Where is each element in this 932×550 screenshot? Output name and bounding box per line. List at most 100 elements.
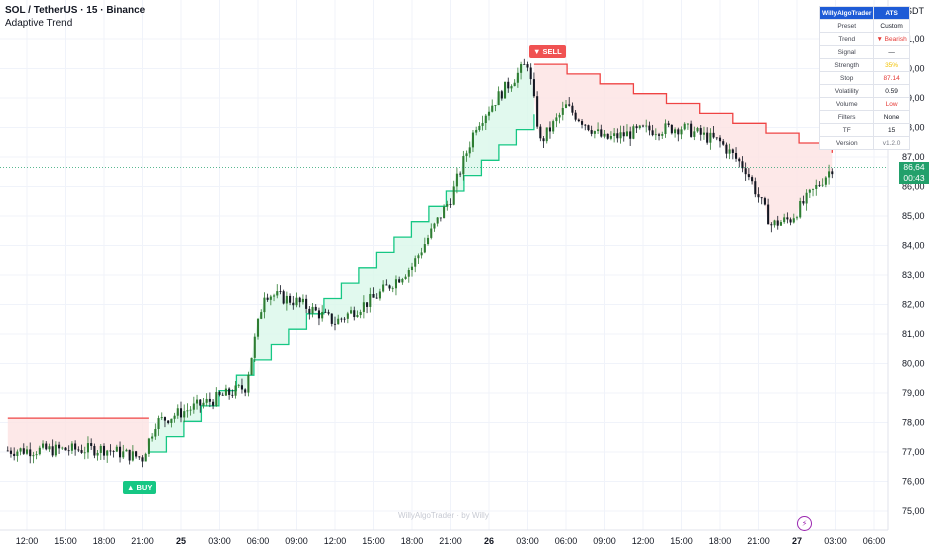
candle-body [272, 295, 276, 297]
candle-body [195, 399, 199, 404]
candle-body [404, 276, 407, 279]
candle-body [536, 96, 539, 127]
candle-body [545, 127, 548, 142]
symbol-title[interactable]: SOL / TetherUS · 15 · Binance [5, 5, 146, 16]
candle-body [613, 133, 616, 137]
x-tick-label: 12:00 [324, 536, 347, 546]
candle-body [564, 104, 568, 108]
candle-body [503, 81, 507, 99]
info-row: Volume Low [818, 97, 910, 111]
sell-signal-label[interactable]: ▼ SELL [529, 45, 566, 58]
candle-body [106, 450, 109, 456]
candle-body [664, 123, 667, 135]
bar-countdown-tag: 00:43 [899, 173, 929, 184]
candle-body [516, 72, 519, 83]
y-tick-label: 82,00 [902, 300, 925, 310]
bear-stop-line [533, 63, 833, 153]
candle-body [805, 192, 808, 204]
y-tick-label: 79,00 [902, 388, 925, 398]
candle-body [738, 158, 741, 162]
candle-body [151, 436, 154, 439]
candle-body [83, 452, 86, 454]
info-row: Version v1.2.0 [818, 136, 910, 150]
candle-body [795, 217, 799, 219]
candle-body [51, 446, 54, 456]
candle-body [645, 125, 648, 127]
candle-body [709, 132, 712, 143]
candle-body [330, 313, 333, 324]
info-key: TF [818, 123, 875, 137]
x-tick-label: 03:00 [516, 536, 539, 546]
info-value: 87.14 [873, 71, 910, 85]
candle-body [147, 438, 150, 454]
x-tick-label: 03:00 [824, 536, 847, 546]
candle-body [212, 401, 215, 406]
candle-body [475, 129, 478, 133]
x-tick-label: 26 [484, 536, 494, 546]
candle-body [718, 137, 722, 142]
candle-body [443, 206, 446, 219]
candle-body [269, 296, 272, 300]
info-key: Volatility [818, 84, 875, 98]
candle-body [779, 222, 783, 226]
candle-body [606, 133, 609, 139]
candle-body [484, 115, 487, 124]
candle-body [285, 295, 288, 304]
candle-body [459, 173, 462, 175]
indicator-info-table: WillyAlgoTrader ATS Preset Custom Trend ▼ B… [818, 6, 910, 150]
candle-body [481, 123, 484, 126]
candle-body [301, 298, 304, 303]
bear-trend-fill [533, 64, 833, 226]
candle-body [821, 184, 824, 186]
candle-body [552, 121, 555, 132]
candle-body [529, 67, 532, 80]
currency-label[interactable]: USDT [899, 6, 925, 16]
candle-body [446, 203, 449, 207]
info-key: Strength [818, 58, 875, 72]
candle-body [25, 449, 29, 454]
lightning-icon[interactable]: ⚡ [797, 516, 812, 531]
candle-body [754, 181, 757, 195]
y-tick-label: 87,00 [902, 152, 925, 162]
x-tick-label: 18:00 [93, 536, 116, 546]
candle-body [167, 420, 170, 423]
candle-body [600, 129, 603, 137]
candle-body [571, 105, 574, 113]
info-key: Stop [818, 71, 875, 85]
candle-body [580, 121, 584, 125]
info-key: Trend [818, 32, 875, 46]
indicator-name[interactable]: Adaptive Trend [5, 18, 73, 29]
candle-body [561, 107, 564, 115]
candle-body [426, 237, 430, 245]
info-value: Low [873, 97, 910, 111]
candle-body [90, 443, 93, 446]
candle-body [279, 291, 282, 292]
candle-body [625, 131, 629, 137]
candle-body [728, 149, 731, 154]
y-tick-label: 83,00 [902, 270, 925, 280]
candle-body [96, 452, 99, 456]
info-row: TF 15 [818, 123, 910, 137]
x-tick-label: 03:00 [208, 536, 231, 546]
candle-body [48, 446, 51, 450]
info-value: 15 [873, 123, 910, 137]
candle-body [131, 451, 134, 461]
candle-body [61, 447, 64, 449]
candle-body [9, 450, 13, 454]
candle-body [359, 311, 362, 316]
x-tick-label: 21:00 [747, 536, 770, 546]
candle-body [568, 104, 571, 106]
buy-signal-label[interactable]: ▲ BUY [123, 481, 157, 494]
candle-body [266, 297, 269, 300]
y-tick-label: 78,00 [902, 418, 925, 428]
candle-body [747, 174, 750, 178]
candle-body [532, 79, 535, 97]
candle-body [828, 171, 831, 178]
candle-body [407, 270, 410, 277]
candle-body [282, 291, 285, 304]
candle-body [311, 306, 314, 314]
candle-body [433, 223, 436, 229]
candle-body [799, 200, 802, 218]
candle-body [67, 450, 70, 452]
